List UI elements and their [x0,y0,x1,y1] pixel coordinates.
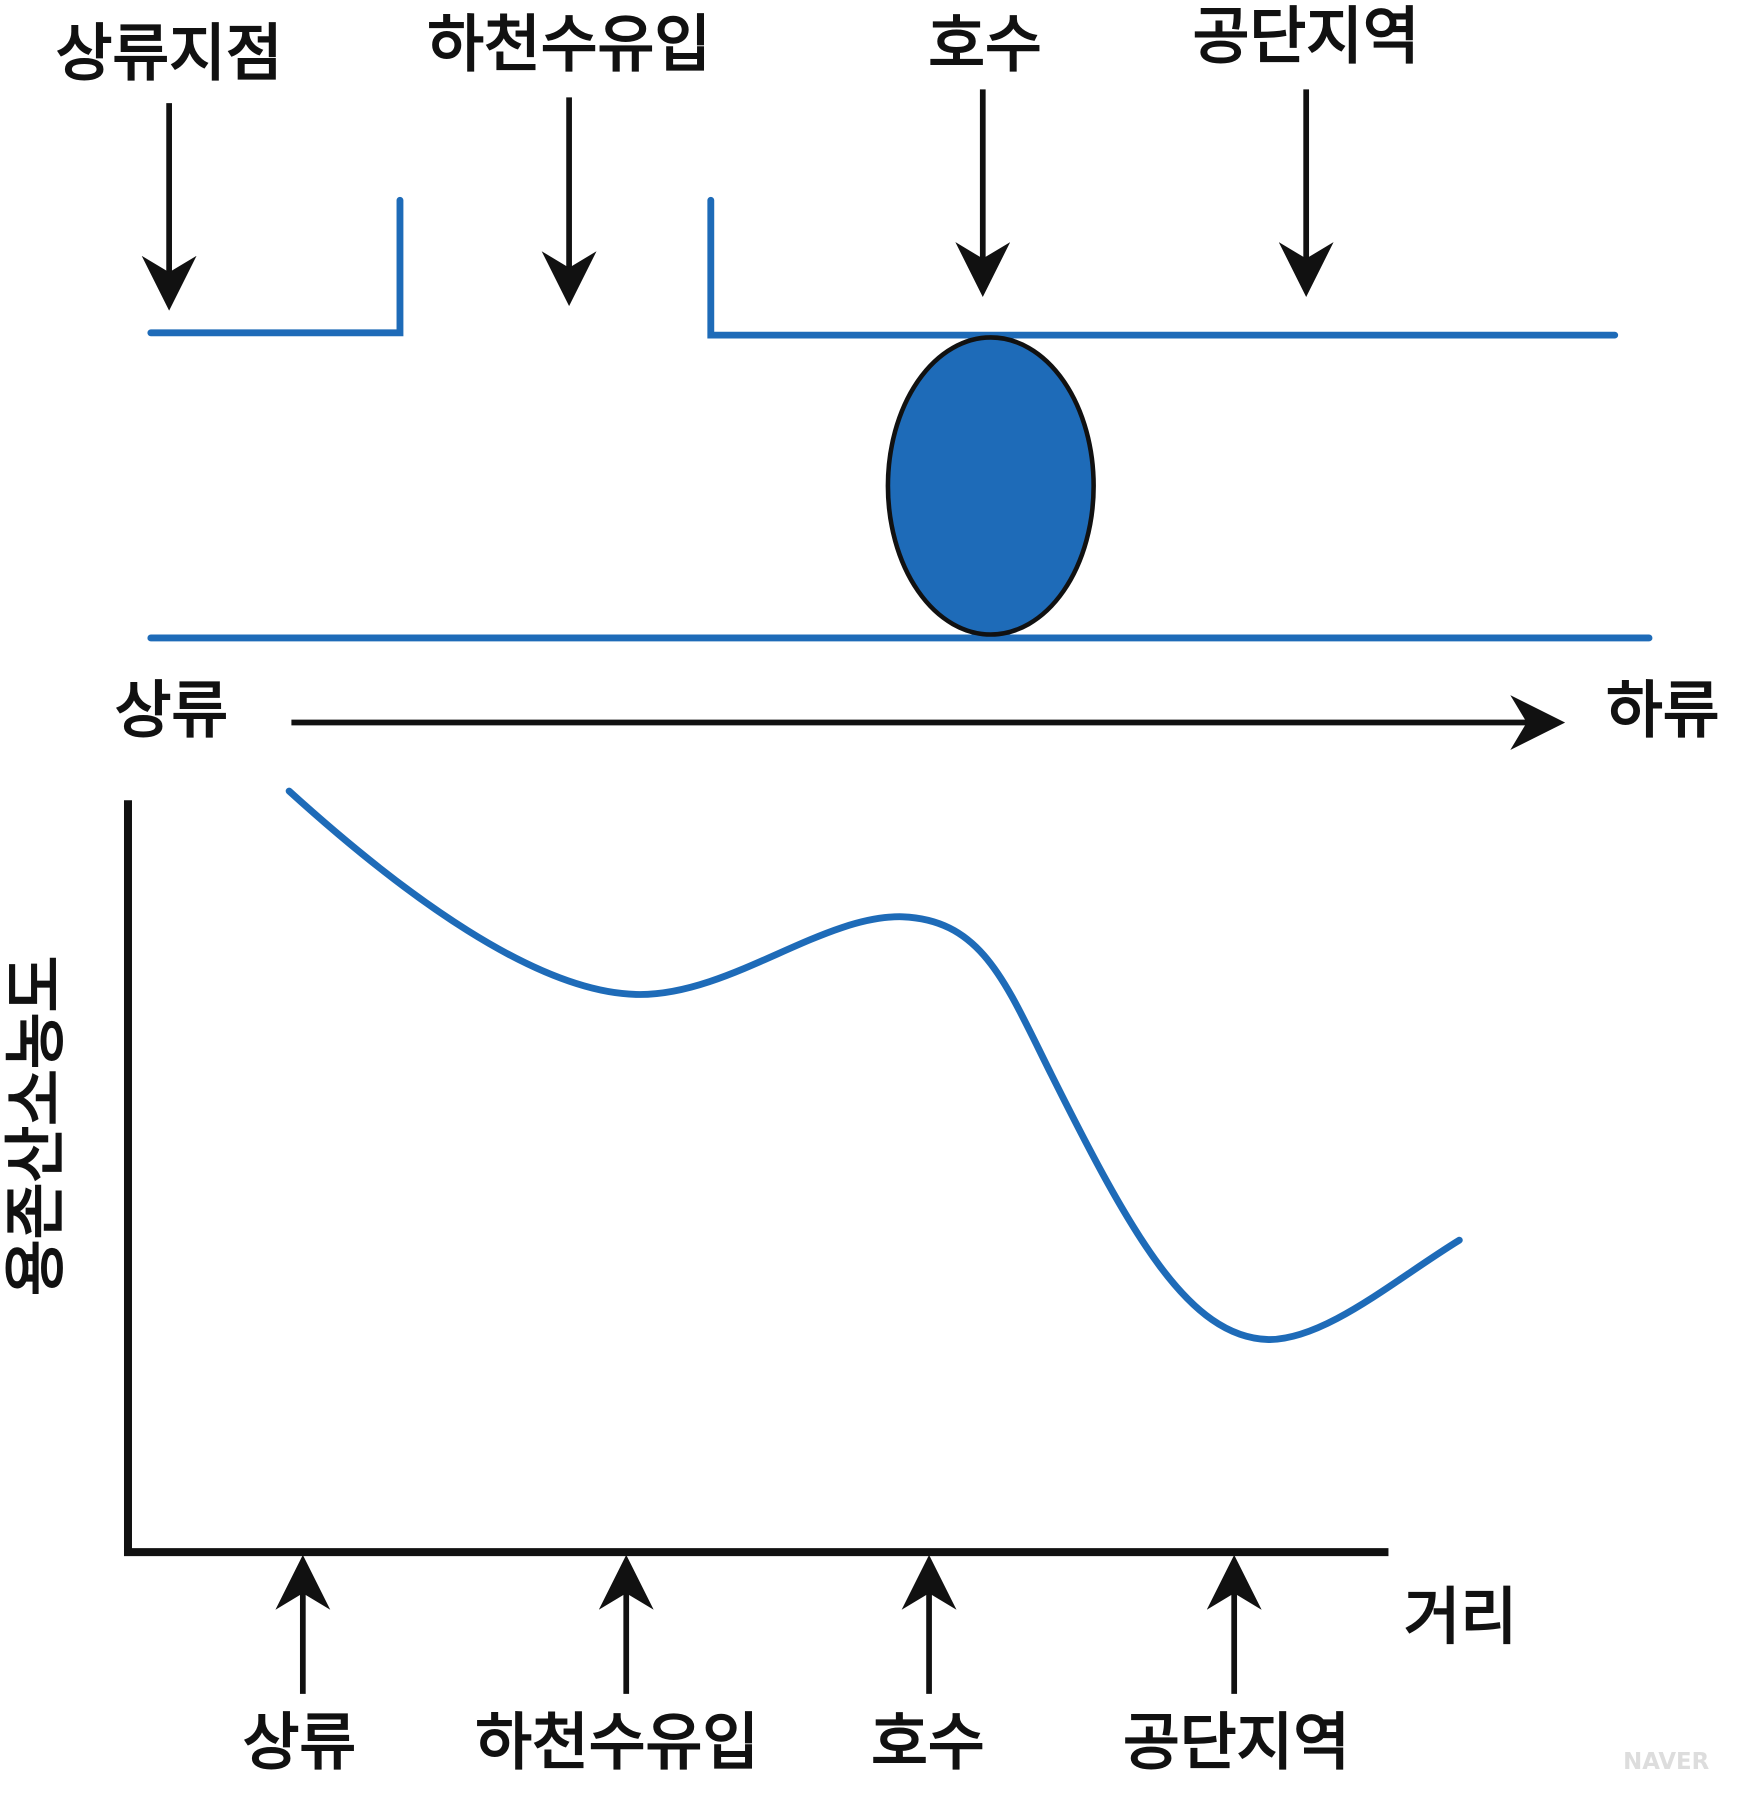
x-label: 호수 [871,1707,985,1779]
lake [885,335,1096,637]
top-label: 공단지역 [1193,0,1420,72]
top-label: 하천수유입 [427,8,711,80]
y-axis-label: 용존산소농도 [0,956,72,1297]
x-label: 공단지역 [1123,1707,1350,1779]
flow-start: 상류 [115,675,229,747]
top-label: 호수 [928,8,1042,80]
top-label: 상류지점 [56,18,283,90]
x-label: 상류 [243,1707,357,1779]
x-axis-label: 거리 [1404,1581,1518,1653]
do-curve [285,787,1463,1344]
river-bank [147,196,404,337]
river-bank [707,196,1619,339]
axes [123,800,1389,1557]
flow-end: 하류 [1606,675,1720,747]
watermark: NAVER [1623,1749,1710,1775]
x-label: 하천수유입 [475,1707,759,1779]
